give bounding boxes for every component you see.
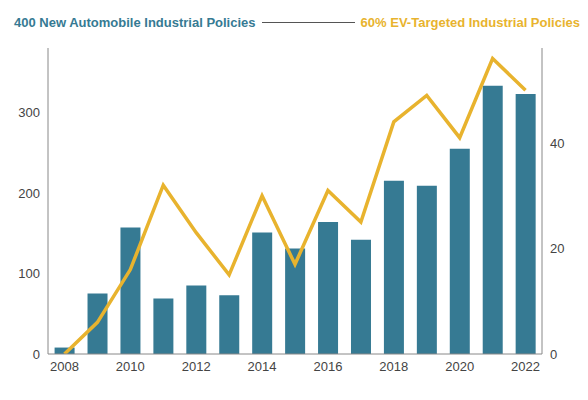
svg-text:2016: 2016 [313,359,342,374]
html-text:60% EV-Targeted Industrial Pol: 60% EV-Targeted Industrial Policies [360,14,580,30]
svg-text:2012: 2012 [182,359,211,374]
svg-text:2018: 2018 [379,359,408,374]
svg-text:0: 0 [550,347,557,362]
html-text:400 New Automobile Industrial: 400 New Automobile Industrial Policies [14,14,256,30]
svg-text:40: 40 [550,136,564,151]
svg-text:100: 100 [18,266,40,281]
svg-text:20: 20 [550,241,564,256]
svg-text:200: 200 [18,186,40,201]
svg-text:0: 0 [33,347,40,362]
svg-text:2022: 2022 [511,359,540,374]
svg-text:2020: 2020 [445,359,474,374]
svg-text:2010: 2010 [116,359,145,374]
svg-text:2008: 2008 [50,359,79,374]
svg-text:300: 300 [18,105,40,120]
svg-text:2014: 2014 [248,359,277,374]
